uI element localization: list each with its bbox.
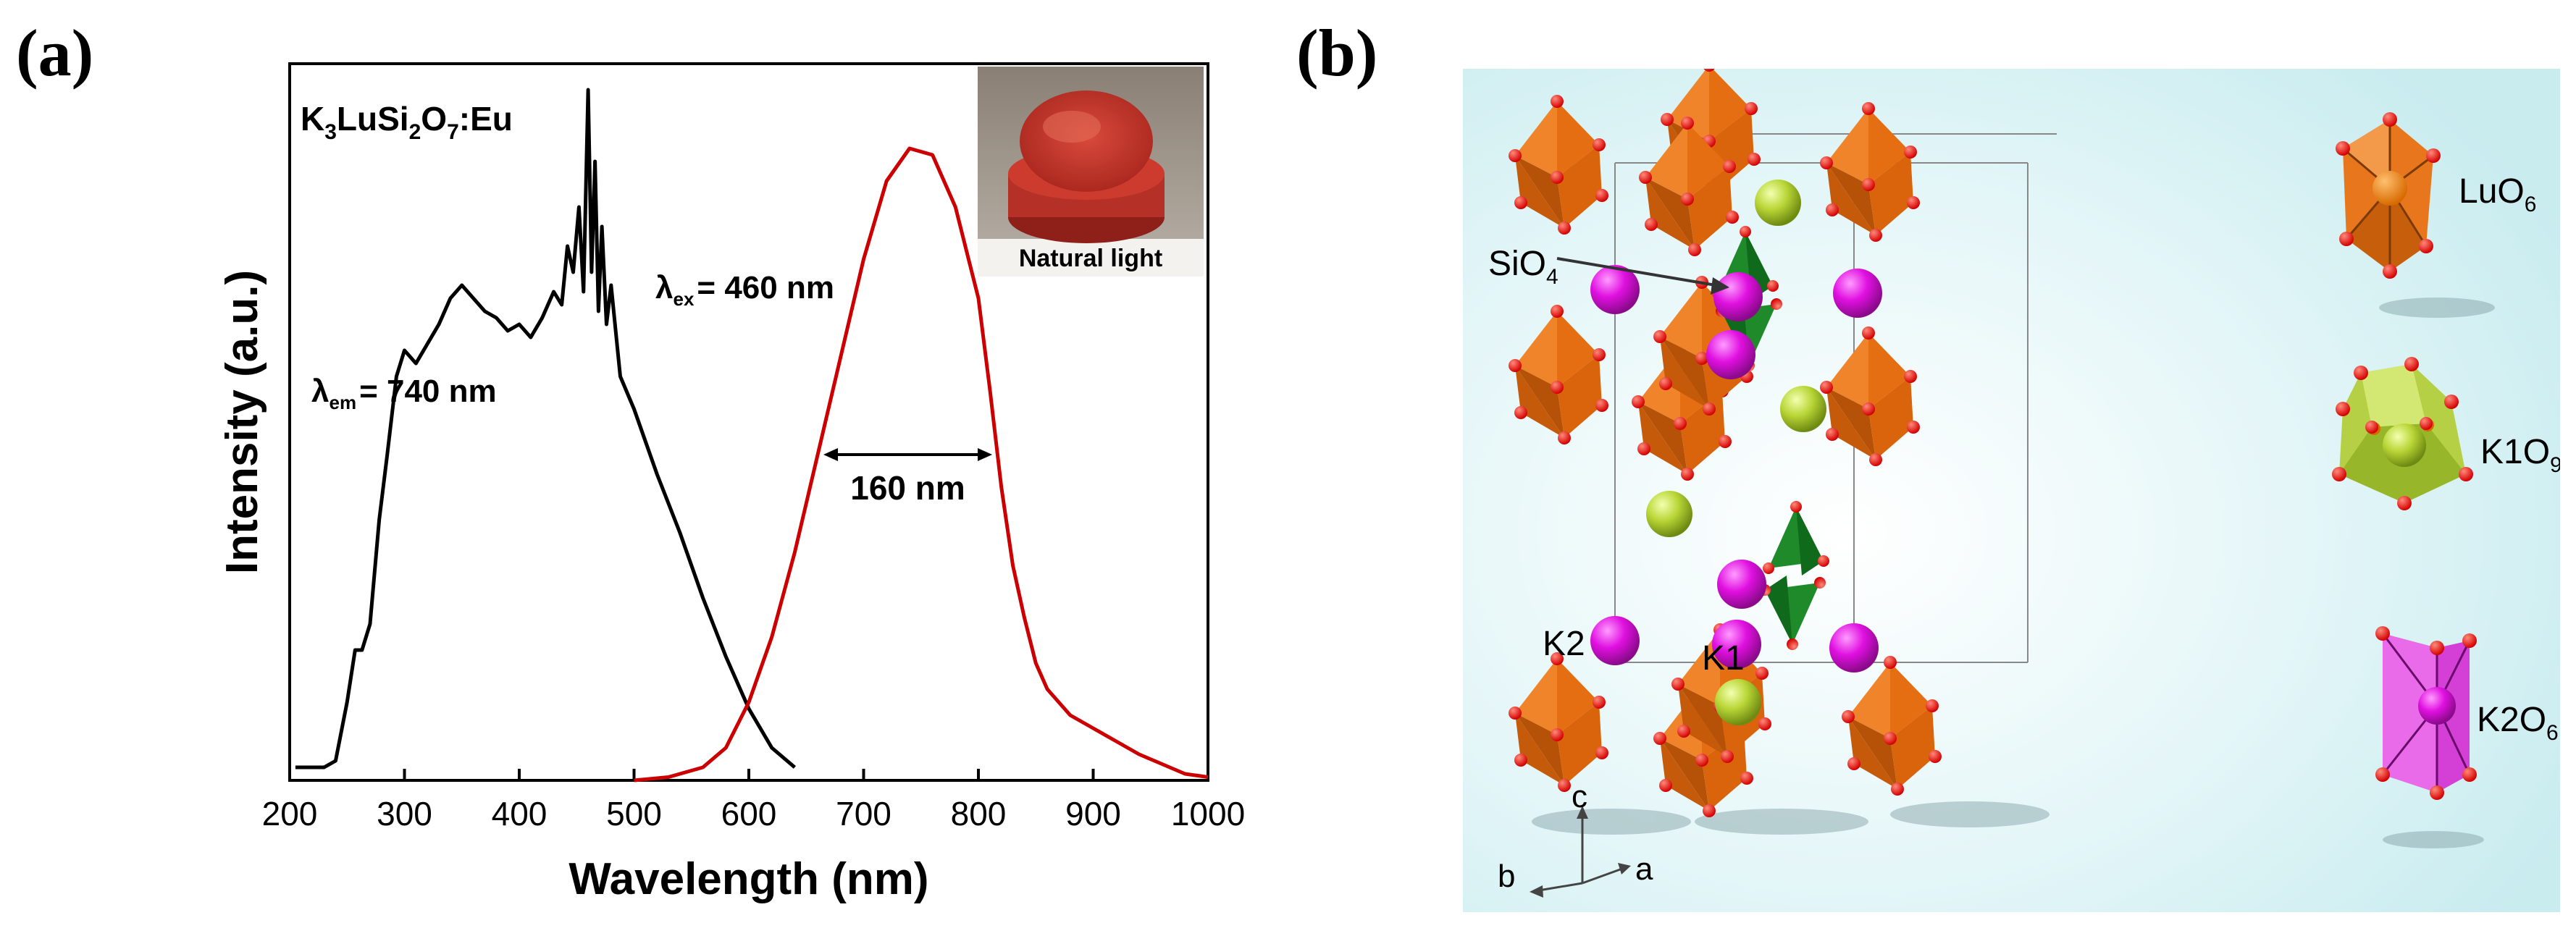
k1-atoms [1646, 180, 1826, 725]
excitation-series-line [295, 88, 797, 770]
emission-series-line [634, 146, 1209, 783]
x-tick-label: 600 [721, 795, 777, 832]
inset-caption: Natural light [1019, 245, 1162, 272]
lambda-em-annotation: λem= 740 nm [311, 374, 497, 413]
x-tick-label: 900 [1065, 795, 1121, 832]
x-tick-label: 200 [262, 795, 318, 832]
axis-a-label: a [1635, 851, 1653, 887]
x-tick-label: 700 [836, 795, 891, 832]
fwhm-arrow [823, 448, 993, 461]
legend-k2o6-label: K2O6 [2477, 701, 2559, 745]
lambda-ex-annotation: λex= 460 nm [655, 270, 834, 310]
x-tick-label: 400 [492, 795, 547, 832]
sio4-label: SiO4 [1488, 245, 1558, 289]
fwhm-label: 160 nm [850, 469, 965, 507]
legend-luo6-label: LuO6 [2459, 172, 2536, 216]
axis-c-label: c [1572, 779, 1587, 814]
crystal-structure-illustration: SiO4 K2 K1 c b a L [1463, 69, 2560, 912]
legend-k1o9-label: K1O9 [2480, 433, 2560, 477]
panel-a-label: (a) [16, 16, 94, 90]
k2-label: K2 [1543, 625, 1585, 663]
axis-triad [1530, 806, 1631, 898]
axis-b-label: b [1498, 859, 1515, 894]
legend-k1o9-polyhedron [2332, 357, 2473, 510]
x-axis-label: Wavelength (nm) [569, 854, 928, 904]
spectrum-chart: 200 300 400 500 600 700 800 900 1000 Wavelength … [217, 62, 1245, 904]
legend-k2o6-polyhedron [2375, 626, 2477, 800]
x-tick-label: 300 [377, 795, 432, 832]
y-axis-label: Intensity (a.u.) [217, 270, 267, 574]
legend-luo6-polyhedron [2336, 112, 2441, 279]
sio4-pointer-arrow [1556, 257, 1721, 287]
floor-shadows [1532, 298, 2495, 848]
x-tick-label: 500 [606, 795, 662, 832]
x-axis-ticks: 200 300 400 500 600 700 800 900 1000 [262, 769, 1245, 832]
x-tick-label: 1000 [1171, 795, 1245, 832]
k2-atoms [1590, 265, 1882, 673]
x-tick-label: 800 [951, 795, 1007, 832]
chart-title: K3LuSi2O7:Eu [301, 100, 513, 144]
k1-label: K1 [1702, 639, 1745, 678]
sio4-pointer-head [1711, 277, 1729, 295]
sample-photo-inset [978, 67, 1204, 277]
panel-b-label: (b) [1296, 16, 1378, 90]
